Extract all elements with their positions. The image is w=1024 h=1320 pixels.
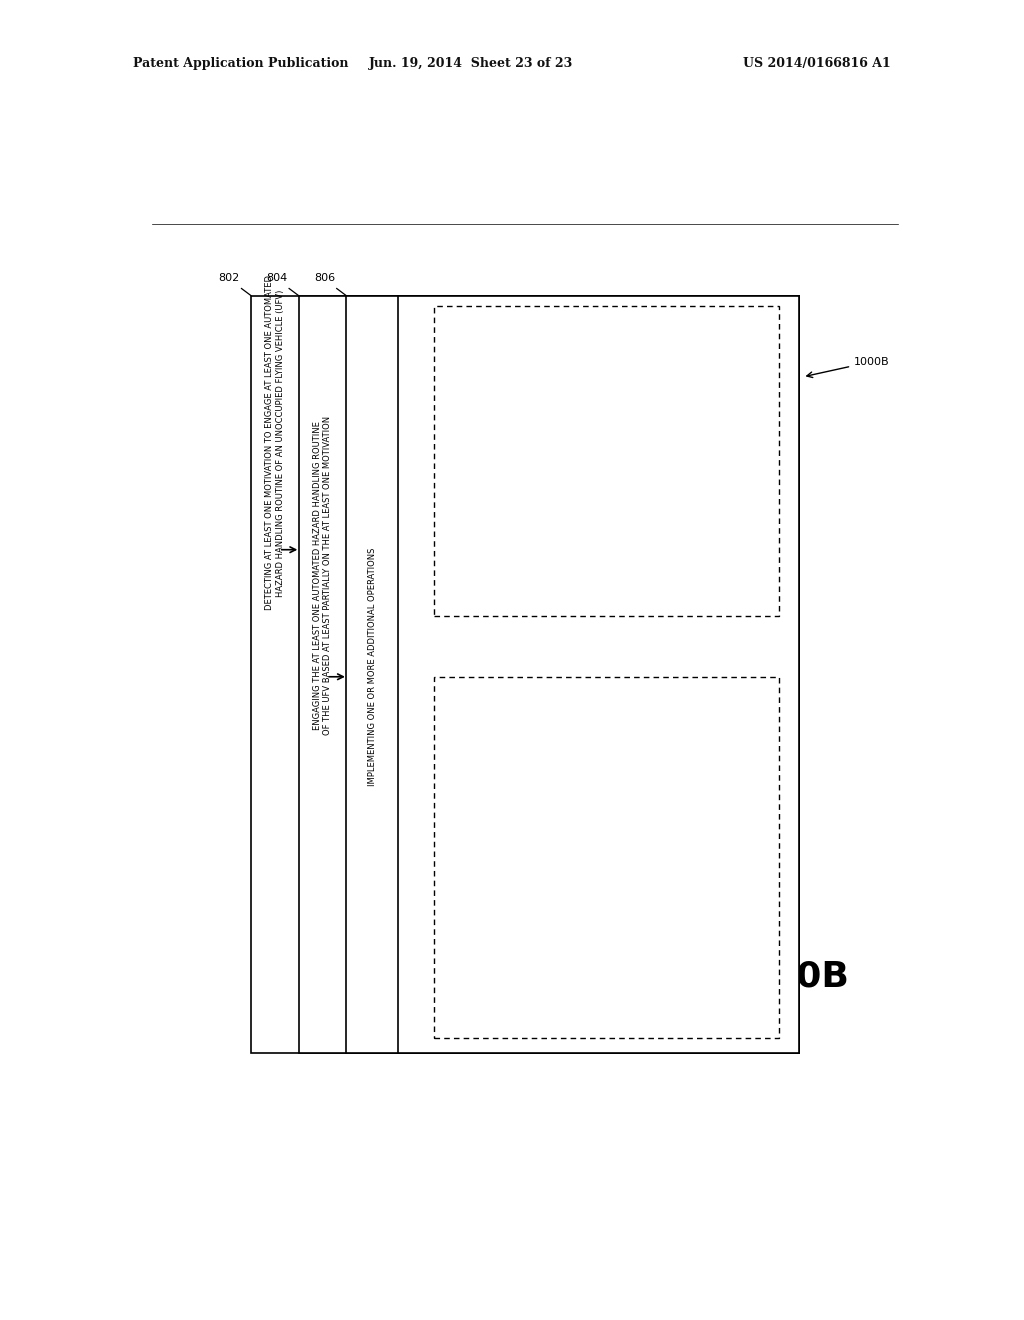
Bar — [299, 296, 799, 1053]
Text: DETECTING AT LEAST ONE MOTIVATION TO ENGAGE AT LEAST ONE AUTOMATED
HAZARD HANDLI: DETECTING AT LEAST ONE MOTIVATION TO ENG… — [265, 276, 285, 610]
Text: 806: 806 — [314, 273, 335, 284]
Text: 1000B: 1000B — [807, 356, 890, 378]
Bar — [397, 296, 799, 1053]
Text: Patent Application Publication: Patent Application Publication — [133, 57, 348, 70]
Text: 1020: 1020 — [594, 321, 618, 331]
Bar — [346, 296, 799, 1053]
Bar — [251, 296, 799, 1053]
Text: 804: 804 — [266, 273, 288, 284]
Bar — [433, 677, 778, 1038]
Text: FIG. 10B: FIG. 10B — [677, 960, 849, 994]
Text: IMPLEMENTING ONE OR MORE ADDITIONAL OPERATIONS: IMPLEMENTING ONE OR MORE ADDITIONAL OPER… — [368, 548, 377, 785]
Text: BROADCASTING AT LEAST ONE INDICATION OF
ENGAGEMENT OF THE AT LEAST ONE AUTOMATED: BROADCASTING AT LEAST ONE INDICATION OF … — [494, 438, 719, 488]
Bar — [433, 306, 778, 615]
Text: 1018: 1018 — [594, 692, 618, 702]
Text: TRANSMITTING AT LEAST ONE PURPOSE OF
FLYING THE UFV RESPONSIVE AT LEAST PARTLY
T: TRANSMITTING AT LEAST ONE PURPOSE OF FLY… — [501, 820, 711, 859]
Text: ENGAGING THE AT LEAST ONE AUTOMATED HAZARD HANDLING ROUTINE
OF THE UFV BASED AT : ENGAGING THE AT LEAST ONE AUTOMATED HAZA… — [312, 416, 332, 735]
Text: 802: 802 — [219, 273, 240, 284]
Text: US 2014/0166816 A1: US 2014/0166816 A1 — [743, 57, 891, 70]
Text: Jun. 19, 2014  Sheet 23 of 23: Jun. 19, 2014 Sheet 23 of 23 — [369, 57, 573, 70]
